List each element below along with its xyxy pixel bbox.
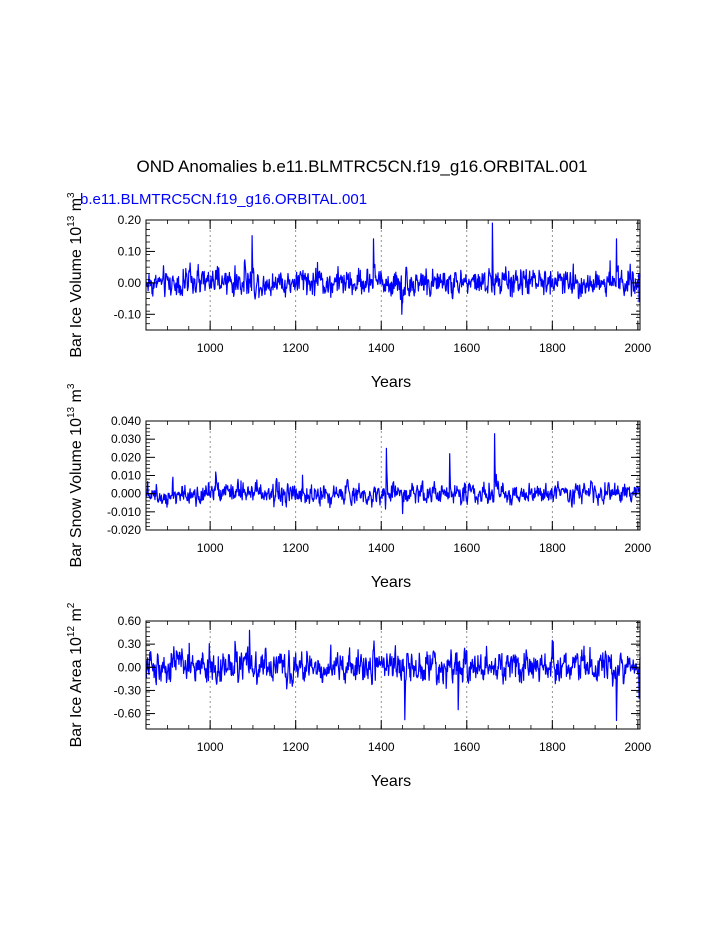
- plot-frame: [145, 420, 641, 531]
- x-axis-label: Years: [371, 773, 411, 790]
- x-tick-label: 1800: [539, 740, 566, 754]
- x-tick-label: 2000: [625, 341, 652, 355]
- panel-snow-volume: -0.020 -0.010 0.000 0.010 0.020 0.030 0.040 100…: [66, 383, 652, 591]
- series-line: [145, 433, 641, 515]
- x-tick-label: 1600: [453, 541, 480, 555]
- y-axis-label: Bar Ice Area 1012 m2: [66, 602, 85, 747]
- y-tick-label: 0.00: [118, 660, 142, 674]
- figure-title: OND Anomalies b.e11.BLMTRC5CN.f19_g16.OR…: [136, 157, 587, 176]
- y-tick-label: 0.040: [111, 414, 141, 428]
- y-tick-label: -0.30: [114, 683, 142, 697]
- y-axis-label: Bar Ice Volume 1013 m3: [66, 192, 85, 358]
- series-line: [145, 629, 641, 722]
- y-tick-label: 0.030: [111, 432, 141, 446]
- panel-ice-area: -0.60 -0.30 0.00 0.30 0.60 1000 1200 1400 1600 18…: [66, 602, 652, 790]
- y-tick-label: 0.00: [118, 276, 142, 290]
- y-tick-label: 0.30: [118, 637, 142, 651]
- y-tick-label: 0.20: [118, 213, 142, 227]
- y-axis-label: Bar Snow Volume 1013 m3: [66, 383, 85, 567]
- figure-subtitle: b.e11.BLMTRC5CN.f19_g16.ORBITAL.001: [80, 191, 367, 208]
- plot-frame: [145, 620, 641, 730]
- x-tick-label: 1200: [282, 341, 309, 355]
- x-tick-label: 1000: [197, 740, 224, 754]
- x-tick-label: 2000: [625, 740, 652, 754]
- x-tick-label: 1600: [453, 740, 480, 754]
- y-tick-label: -0.60: [114, 707, 142, 721]
- x-axis-label: Years: [371, 574, 411, 591]
- x-tick-label: 1000: [197, 541, 224, 555]
- x-axis-label: Years: [371, 374, 411, 391]
- x-tick-label: 1400: [368, 740, 395, 754]
- series-line: [145, 222, 641, 315]
- y-tick-label: 0.10: [118, 244, 142, 258]
- y-tick-label: -0.020: [107, 523, 141, 537]
- x-tick-label: 1800: [539, 541, 566, 555]
- x-tick-label: 1400: [368, 341, 395, 355]
- panel-ice-volume: -0.10 0.00 0.10 0.20 1000 1200 1400 1600 1800 200…: [66, 192, 652, 391]
- y-tick-label: 0.60: [118, 614, 142, 628]
- x-tick-label: 1400: [368, 541, 395, 555]
- y-tick-label: 0.000: [111, 487, 141, 501]
- x-tick-label: 1800: [539, 341, 566, 355]
- y-tick-label: 0.010: [111, 469, 141, 483]
- y-tick-label: -0.10: [114, 307, 142, 321]
- y-tick-label: -0.010: [107, 505, 141, 519]
- x-tick-label: 1600: [453, 341, 480, 355]
- plot-frame: [145, 219, 641, 331]
- y-tick-label: 0.020: [111, 450, 141, 464]
- x-tick-label: 1200: [282, 740, 309, 754]
- x-tick-label: 1000: [197, 341, 224, 355]
- x-tick-label: 1200: [282, 541, 309, 555]
- x-tick-label: 2000: [625, 541, 652, 555]
